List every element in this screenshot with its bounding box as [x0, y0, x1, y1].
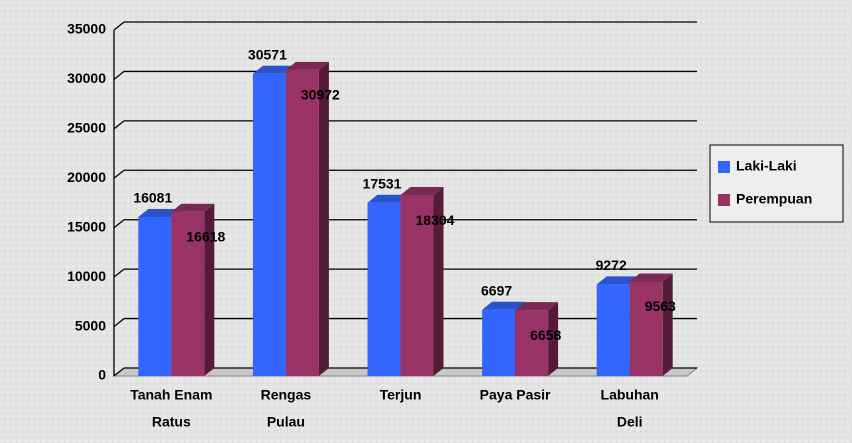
- grid-line-side: [113, 70, 125, 80]
- x-tick-label: Rengas: [261, 387, 312, 403]
- bar: [629, 273, 673, 376]
- bar-face: [482, 309, 516, 376]
- bar-face: [171, 203, 215, 212]
- value-label: 6697: [481, 282, 512, 298]
- value-label: 9272: [596, 257, 627, 273]
- x-tick-label: Pulau: [267, 414, 305, 430]
- grid-line-side: [113, 21, 125, 31]
- y-tick-label: 35000: [67, 21, 106, 37]
- bar-face: [596, 284, 630, 376]
- grid-line-side: [113, 318, 125, 328]
- y-tick-label: 15000: [67, 218, 106, 234]
- legend: [709, 144, 844, 223]
- value-label: 30972: [301, 87, 340, 103]
- bar-face: [515, 302, 559, 311]
- bar: [171, 203, 215, 376]
- bar: [515, 302, 559, 376]
- grid-line-side: [113, 120, 125, 130]
- y-tick-label: 0: [98, 367, 106, 383]
- legend-swatch: [718, 161, 730, 173]
- value-label: 30571: [248, 46, 287, 62]
- bar-face: [515, 310, 549, 376]
- value-label: 16081: [133, 190, 172, 206]
- bar-face: [596, 276, 640, 285]
- legend-label: Perempuan: [736, 191, 812, 207]
- bar: [400, 187, 444, 376]
- value-label: 18304: [416, 212, 455, 228]
- bar-face: [252, 73, 286, 377]
- bar-face: [285, 69, 319, 377]
- bar-face: [285, 61, 329, 70]
- bar-face: [662, 273, 673, 376]
- bar-face: [204, 203, 215, 376]
- bar-face: [482, 301, 526, 310]
- y-tick-label: 25000: [67, 120, 106, 136]
- grid-line-side: [113, 367, 125, 377]
- bar-face: [318, 61, 329, 377]
- bar-face: [171, 211, 205, 376]
- legend-label: Laki-Laki: [736, 158, 797, 174]
- bar-face: [433, 187, 444, 376]
- bar-face: [138, 209, 182, 218]
- x-tick-label: Terjun: [380, 387, 422, 403]
- y-tick-label: 30000: [67, 70, 106, 86]
- bar-face: [400, 187, 444, 196]
- bar-face: [367, 202, 401, 376]
- grid-line-side: [113, 169, 125, 179]
- y-tick-label: 20000: [67, 169, 106, 185]
- x-tick-label: Tanah Enam: [130, 387, 212, 403]
- bar: [285, 61, 329, 377]
- value-label: 16618: [186, 228, 225, 244]
- grid-line-side: [113, 219, 125, 229]
- bar-face: [629, 273, 673, 282]
- bar-face: [252, 65, 296, 74]
- y-tick-label: 10000: [67, 268, 106, 284]
- value-label: 6658: [530, 327, 561, 343]
- bar-face: [629, 281, 663, 376]
- x-tick-label: Deli: [617, 414, 643, 430]
- value-label: 9563: [645, 298, 676, 314]
- bar-face: [400, 195, 434, 376]
- bar-face: [548, 302, 559, 376]
- y-tick-label: 5000: [75, 317, 106, 333]
- x-tick-label: Labuhan: [601, 387, 659, 403]
- grid-line-side: [113, 268, 125, 278]
- value-label: 17531: [363, 175, 402, 191]
- legend-swatch: [718, 194, 730, 206]
- x-tick-label: Paya Pasir: [480, 387, 551, 403]
- bar-face: [367, 194, 411, 203]
- bar-face: [138, 217, 172, 376]
- x-tick-label: Ratus: [152, 414, 191, 430]
